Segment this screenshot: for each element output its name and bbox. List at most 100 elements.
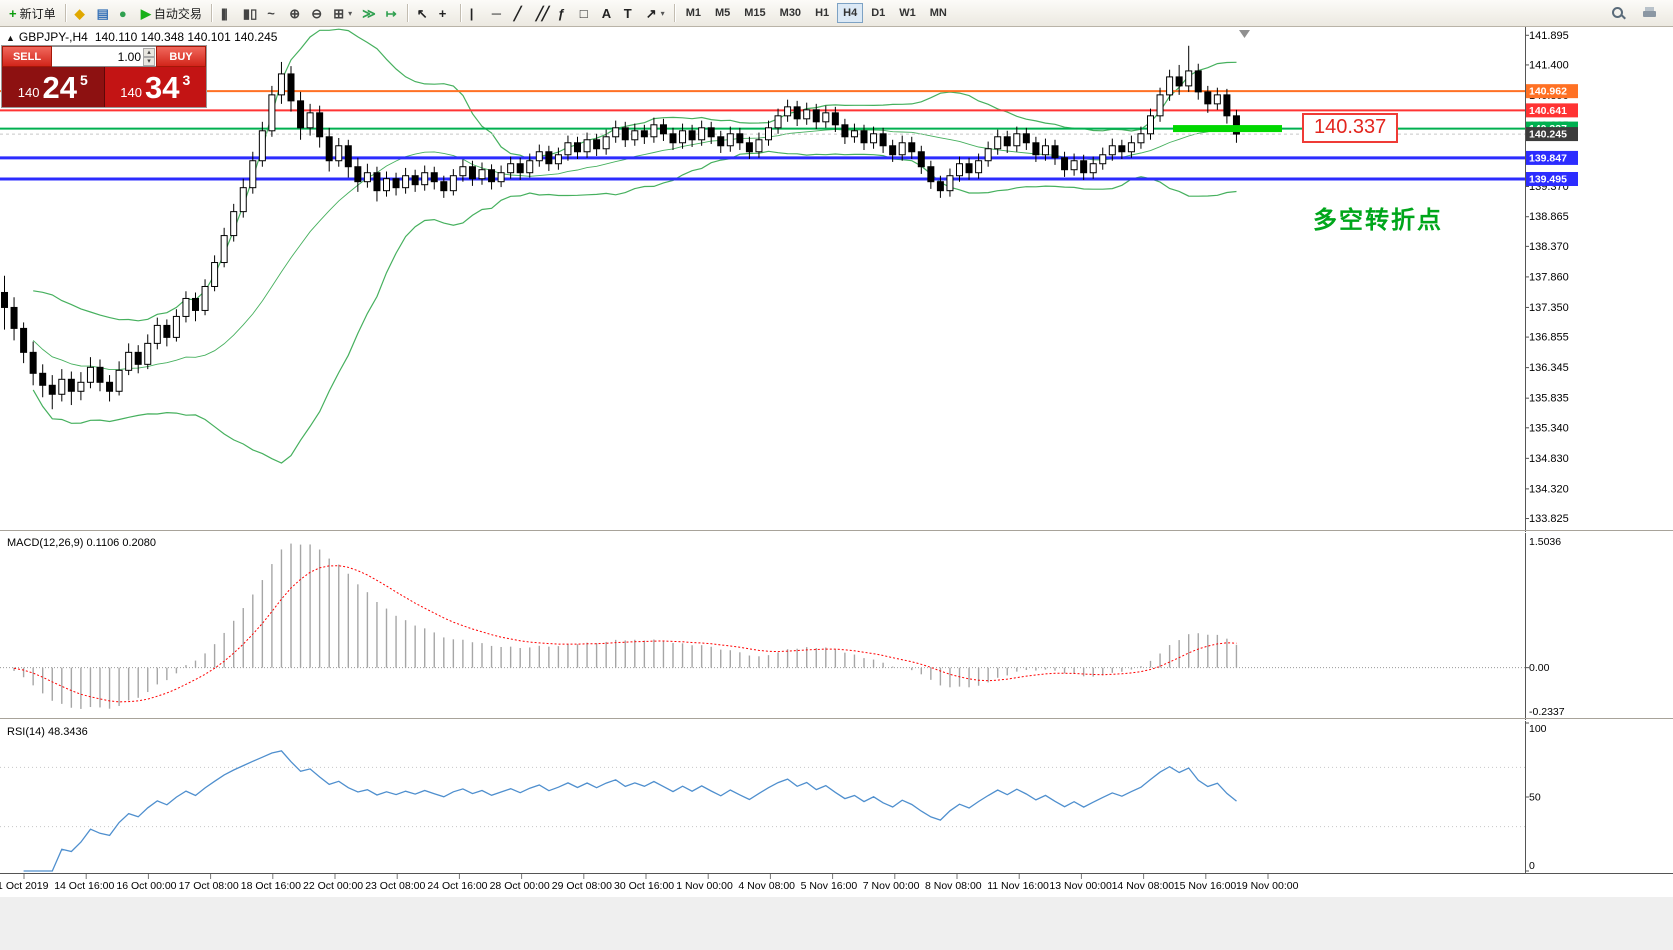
sell-price-main: 24 [42, 69, 77, 105]
timeframe-button-d1[interactable]: D1 [865, 3, 891, 23]
print-button[interactable] [1637, 2, 1663, 24]
svg-text:50: 50 [1529, 792, 1541, 804]
candlestick-chart-button[interactable]: ▮▯ [238, 2, 262, 24]
channel-button[interactable]: ╱╱ [531, 2, 553, 24]
price-axis: 141.895141.400140.890140.385139.875139.3… [1525, 27, 1578, 873]
chart-window: 141.895141.400140.890140.385139.875139.3… [0, 27, 1673, 950]
svg-text:137.860: 137.860 [1529, 271, 1569, 283]
autotrading-play-icon: ▶ [140, 5, 151, 21]
svg-text:5 Nov 16:00: 5 Nov 16:00 [801, 880, 858, 892]
horizontal-line-icon: ─ [491, 5, 501, 21]
turning-point-note[interactable]: 多空转折点 [1313, 207, 1443, 234]
volume-value[interactable]: 1.00 [117, 49, 141, 64]
buy-button[interactable]: BUY [156, 46, 206, 67]
sell-price-sup: 5 [79, 72, 88, 88]
arrows-button[interactable]: ↗ ▾ [641, 2, 670, 24]
fibonacci-button[interactable]: ƒ [553, 2, 575, 24]
bars-icon: ||| [220, 5, 228, 21]
volume-stepper[interactable]: ▴ ▾ [143, 47, 155, 66]
chart-shift-button[interactable]: ↦ [381, 2, 403, 24]
bollinger-bands [32, 28, 1237, 464]
vertical-line-button[interactable]: | [465, 2, 487, 24]
data-window-button[interactable]: ▤ [92, 2, 114, 24]
chart-canvas[interactable]: 141.895141.400140.890140.385139.875139.3… [0, 27, 1673, 950]
volume-down-icon[interactable]: ▾ [143, 56, 155, 66]
svg-text:138.865: 138.865 [1529, 211, 1569, 223]
bar-chart-button[interactable]: ||| [216, 2, 238, 24]
timeframe-button-m30[interactable]: M30 [774, 3, 807, 23]
cursor-button[interactable]: ↖ [412, 2, 434, 24]
crosshair-icon: + [438, 5, 447, 21]
text-button[interactable]: A [597, 2, 619, 24]
one-click-collapse-icon[interactable]: ▲ [6, 33, 15, 43]
label-button[interactable]: T [619, 2, 641, 24]
trendline-button[interactable]: ╱ [509, 2, 531, 24]
volume-up-icon[interactable]: ▴ [143, 47, 155, 57]
highlight-segment[interactable] [1173, 125, 1282, 133]
zoom-out-button[interactable]: ⊖ [306, 2, 328, 24]
fibonacci-icon: ƒ [557, 5, 565, 21]
navigator-button[interactable]: ● [114, 2, 136, 24]
autotrading-button[interactable]: ▶ 自动交易 [136, 2, 207, 24]
new-order-button-label: 新订单 [19, 6, 56, 21]
timeframe-button-m15[interactable]: M15 [738, 3, 771, 23]
shapes-icon: □ [579, 5, 588, 21]
text-icon: A [601, 5, 612, 21]
rsi-indicator-label: RSI(14) 48.3436 [7, 726, 88, 738]
svg-text:22 Oct 00:00: 22 Oct 00:00 [303, 880, 363, 892]
auto-scroll-button[interactable]: ≫ [357, 2, 381, 24]
new-order-button[interactable]: + 新订单 [4, 2, 61, 24]
svg-text:13 Nov 00:00: 13 Nov 00:00 [1049, 880, 1112, 892]
line-chart-icon: ~ [267, 5, 275, 21]
chart-shift-marker[interactable] [1239, 30, 1250, 38]
timeframe-button-m5[interactable]: M5 [709, 3, 736, 23]
new-order-icon: + [9, 5, 17, 21]
printer-icon [1642, 6, 1658, 20]
sell-price-base: 140 [17, 84, 40, 100]
search-button[interactable] [1606, 2, 1631, 24]
buy-price-button[interactable]: 140 34 3 [104, 67, 206, 107]
svg-text:19 Nov 00:00: 19 Nov 00:00 [1236, 880, 1299, 892]
channel-icon: ╱╱ [535, 5, 550, 21]
svg-text:0: 0 [1529, 860, 1535, 872]
timeframe-button-h1[interactable]: H1 [809, 3, 835, 23]
svg-text:138.370: 138.370 [1529, 241, 1569, 253]
svg-text:8 Nov 08:00: 8 Nov 08:00 [925, 880, 982, 892]
svg-text:140.245: 140.245 [1529, 129, 1567, 141]
buy-price-main: 34 [144, 69, 180, 105]
navigator-icon: ● [118, 5, 127, 21]
sell-price-button[interactable]: 140 24 5 [2, 67, 105, 107]
zoom-in-button[interactable]: ⊕ [284, 2, 306, 24]
svg-text:29 Oct 08:00: 29 Oct 08:00 [552, 880, 612, 892]
crosshair-button[interactable]: + [434, 2, 456, 24]
svg-text:15 Nov 16:00: 15 Nov 16:00 [1174, 880, 1237, 892]
zoom-out-icon: ⊖ [311, 5, 323, 21]
vertical-line-icon: | [469, 5, 474, 21]
timeframe-button-mn[interactable]: MN [924, 3, 953, 23]
market-watch-button[interactable]: ◆ [70, 2, 92, 24]
price-callout-label[interactable]: 140.337 [1302, 113, 1399, 143]
svg-text:18 Oct 16:00: 18 Oct 16:00 [241, 880, 301, 892]
timeframe-button-w1[interactable]: W1 [893, 3, 922, 23]
svg-text:28 Oct 00:00: 28 Oct 00:00 [490, 880, 550, 892]
timeframe-button-h4[interactable]: H4 [837, 3, 864, 23]
window-filler [0, 897, 1673, 950]
volume-field[interactable]: 1.00 ▴ ▾ [52, 46, 156, 67]
horizontal-line-button[interactable]: ─ [487, 2, 509, 24]
timeframe-button-m1[interactable]: M1 [680, 3, 707, 23]
svg-text:7 Nov 00:00: 7 Nov 00:00 [863, 880, 920, 892]
sell-button[interactable]: SELL [2, 46, 52, 67]
line-chart-button[interactable]: ~ [262, 2, 284, 24]
svg-text:17 Oct 08:00: 17 Oct 08:00 [179, 880, 239, 892]
toolbar-separator [673, 4, 675, 22]
svg-text:139.495: 139.495 [1529, 174, 1567, 186]
rsi-line [23, 750, 1237, 872]
shapes-button[interactable]: □ [575, 2, 597, 24]
svg-text:11 Nov 16:00: 11 Nov 16:00 [987, 880, 1049, 892]
tile-windows-button[interactable]: ⊞ ▾ [328, 2, 357, 24]
arrows-icon: ↗ [645, 5, 657, 21]
dropdown-caret-icon: ▾ [660, 8, 665, 18]
buy-price-base: 140 [120, 84, 142, 100]
svg-text:135.340: 135.340 [1529, 422, 1569, 434]
